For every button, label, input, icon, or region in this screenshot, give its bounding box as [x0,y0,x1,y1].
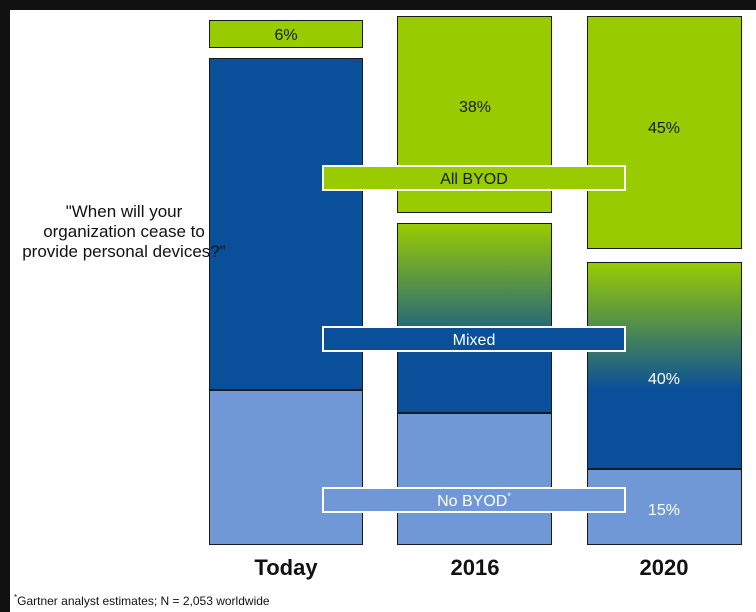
bar-2020-all-byod [587,16,742,249]
data-label-2020-all-byod: 45% [648,120,680,137]
bar-today-no-byod [209,390,363,545]
category-label-2020: 2020 [640,555,689,580]
legend-superscript: * [507,491,511,501]
bar-2016-no-byod [397,413,552,545]
data-label-2020-mixed: 40% [648,371,680,388]
legend-swatch-mixed [322,326,626,352]
category-label-2016: 2016 [451,555,500,580]
legend-all-byod: All BYOD [322,165,626,191]
footnote: *Gartner analyst estimates; N = 2,053 wo… [14,593,270,608]
legend-label-all-byod: All BYOD [440,171,508,188]
legend-swatch-all-byod [322,165,626,191]
bar-2016-mixed-outline [397,223,552,413]
data-label-2020-no-byod: 15% [648,502,680,519]
legend-no-byod: No BYOD* [322,487,626,513]
category-label-today: Today [254,555,318,580]
legend-mixed: Mixed [322,326,626,352]
footnote-text: Gartner analyst estimates; N = 2,053 wor… [17,594,270,608]
bar-today-all-byod [209,20,363,48]
survey-question: "When will your organization cease to pr… [22,202,226,261]
bar-2020-mixed [587,389,742,469]
data-label-today-all-byod: 6% [274,27,297,44]
footnote-mark: * [14,593,18,602]
legend-swatch-no-byod [322,487,626,513]
bar-2016-mixed [397,354,552,413]
bar-2020-mixed-outline [587,262,742,469]
legend-label-no-byod: No BYOD* [437,491,511,510]
legend-label-mixed: Mixed [453,332,496,349]
data-label-2016-all-byod: 38% [459,99,491,116]
